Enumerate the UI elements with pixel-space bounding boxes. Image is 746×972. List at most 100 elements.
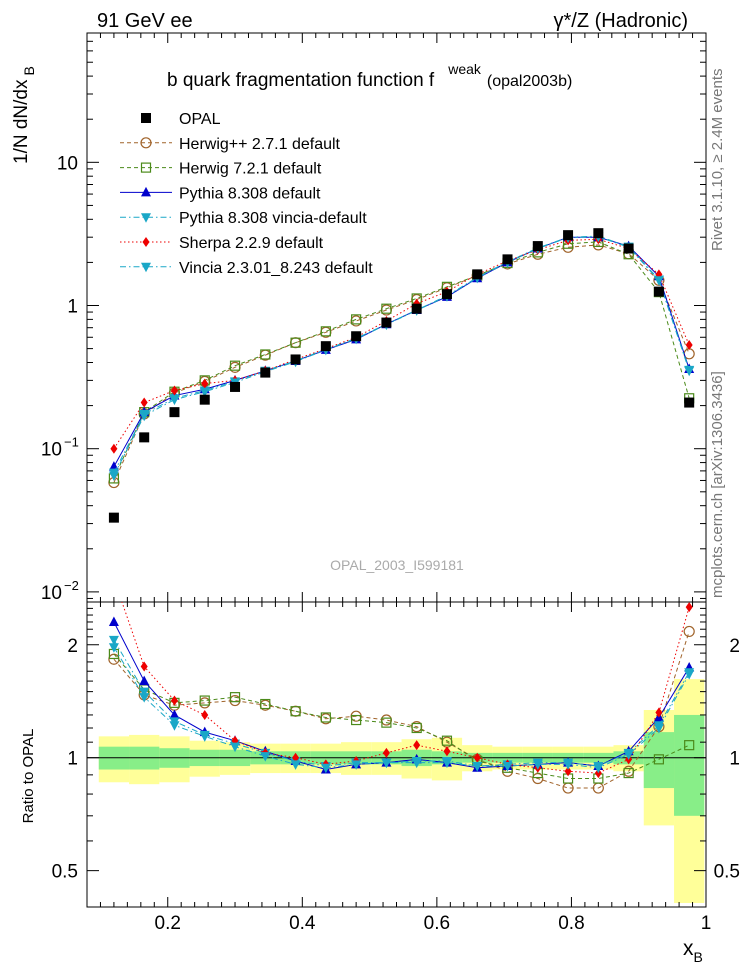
series-0 bbox=[108, 228, 695, 523]
data-point bbox=[351, 314, 362, 325]
ratio-point bbox=[382, 747, 390, 758]
band-stat bbox=[643, 732, 675, 789]
data-point bbox=[108, 471, 119, 481]
ratio-point bbox=[110, 574, 117, 584]
main-title-superscript: weak bbox=[447, 61, 482, 77]
data-point bbox=[685, 339, 693, 350]
ratio-point bbox=[320, 712, 331, 723]
data-point bbox=[351, 331, 362, 342]
legend-label: OPAL bbox=[179, 111, 221, 128]
ratio-point bbox=[108, 616, 119, 626]
data-point bbox=[502, 254, 513, 265]
ratio-point bbox=[260, 698, 271, 710]
data-point bbox=[593, 228, 604, 239]
ratio-y-tick-label: 1 bbox=[67, 749, 78, 770]
ratio-point bbox=[199, 732, 210, 742]
data-point bbox=[472, 269, 483, 280]
ratio-point bbox=[443, 746, 451, 757]
ratio-point bbox=[292, 752, 300, 763]
legend-label: Herwig 7.2.1 default bbox=[179, 161, 322, 178]
data-point bbox=[320, 326, 331, 337]
ratio-point bbox=[170, 695, 178, 706]
data-point bbox=[653, 276, 664, 286]
ratio-y-tick-label: 0.5 bbox=[52, 862, 78, 883]
band-stat bbox=[674, 714, 705, 816]
main-title-suffix: (opal2003b) bbox=[487, 73, 572, 90]
ratio-point bbox=[472, 762, 483, 772]
series-line bbox=[113, 241, 690, 479]
data-point bbox=[290, 354, 301, 365]
y-tick-label-exponent: −1 bbox=[64, 435, 79, 450]
ratio-point bbox=[139, 693, 150, 703]
ratio-point bbox=[653, 754, 665, 765]
ratio-point bbox=[593, 763, 604, 774]
series-line bbox=[113, 236, 690, 476]
ratio-point bbox=[201, 709, 209, 720]
ratio-point bbox=[564, 766, 572, 777]
y-tick-label: 10 bbox=[57, 153, 78, 174]
ratio-point bbox=[290, 760, 301, 770]
data-point bbox=[199, 394, 210, 405]
x-tick-label: 0.8 bbox=[558, 913, 584, 934]
ratio-point bbox=[623, 750, 634, 760]
main-title-text: b quark fragmentation function f bbox=[167, 70, 435, 91]
ratio-point bbox=[655, 707, 663, 718]
data-point bbox=[199, 387, 210, 398]
data-point bbox=[290, 337, 301, 348]
legend-label: Vincia 2.3.01_8.243 default bbox=[179, 260, 373, 277]
data-point bbox=[653, 286, 664, 297]
legend-marker bbox=[141, 262, 151, 273]
legend-marker bbox=[141, 113, 151, 123]
data-point bbox=[230, 381, 241, 392]
data-point bbox=[110, 443, 118, 454]
data-point bbox=[108, 512, 119, 523]
data-point bbox=[411, 303, 422, 314]
legend-label: Pythia 8.308 vincia-default bbox=[179, 210, 367, 227]
header-right: γ*/Z (Hadronic) bbox=[554, 10, 688, 32]
ratio-point bbox=[411, 758, 422, 769]
data-point bbox=[229, 360, 241, 371]
ratio-point bbox=[139, 675, 150, 686]
ratio-point bbox=[199, 695, 210, 706]
data-point bbox=[381, 303, 392, 314]
y-tick-label: 10 bbox=[41, 440, 62, 461]
ratio-line bbox=[113, 646, 690, 769]
ratio-y-label: Ratio to OPAL bbox=[20, 729, 37, 824]
ratio-point bbox=[441, 758, 452, 769]
x-axis-label: xB bbox=[683, 937, 703, 965]
main-title: b quark fragmentation function f weak (opa… bbox=[167, 61, 572, 91]
y-axis-label-text: 1/N dN/dx bbox=[11, 79, 32, 164]
ratio-point bbox=[381, 717, 392, 728]
watermark: OPAL_2003_I599181 bbox=[330, 557, 464, 573]
ratio-point bbox=[684, 670, 695, 680]
x-tick-label: 0.2 bbox=[155, 913, 181, 934]
legend-label: Sherpa 2.2.9 default bbox=[179, 235, 324, 252]
header-left: 91 GeV ee bbox=[97, 10, 193, 32]
ratio-point bbox=[532, 760, 543, 770]
ratio-point bbox=[411, 722, 422, 734]
x-axis-label-text: x bbox=[683, 937, 694, 960]
series-line bbox=[113, 244, 690, 483]
y-tick-label-exponent: −2 bbox=[64, 578, 79, 593]
ratio-point bbox=[683, 625, 695, 638]
ratio-point bbox=[653, 723, 664, 734]
x-tick-label: 0.4 bbox=[289, 913, 316, 934]
ratio-y-tick-label-right: 0.5 bbox=[714, 862, 740, 883]
ratio-point bbox=[684, 740, 695, 751]
ratio-point bbox=[563, 760, 574, 770]
ratio-y-tick-label-right: 2 bbox=[729, 636, 740, 657]
ratio-point bbox=[502, 762, 513, 772]
data-point bbox=[623, 243, 634, 254]
data-point bbox=[169, 395, 180, 406]
legend-label: Pythia 8.308 default bbox=[179, 185, 321, 202]
data-point bbox=[260, 349, 271, 360]
data-point bbox=[563, 230, 574, 241]
ratio-point bbox=[623, 767, 634, 779]
data-point bbox=[684, 397, 695, 408]
ratio-y-tick-label: 2 bbox=[67, 636, 78, 657]
data-point bbox=[140, 397, 148, 408]
data-point bbox=[381, 317, 392, 328]
series-line bbox=[113, 238, 690, 449]
